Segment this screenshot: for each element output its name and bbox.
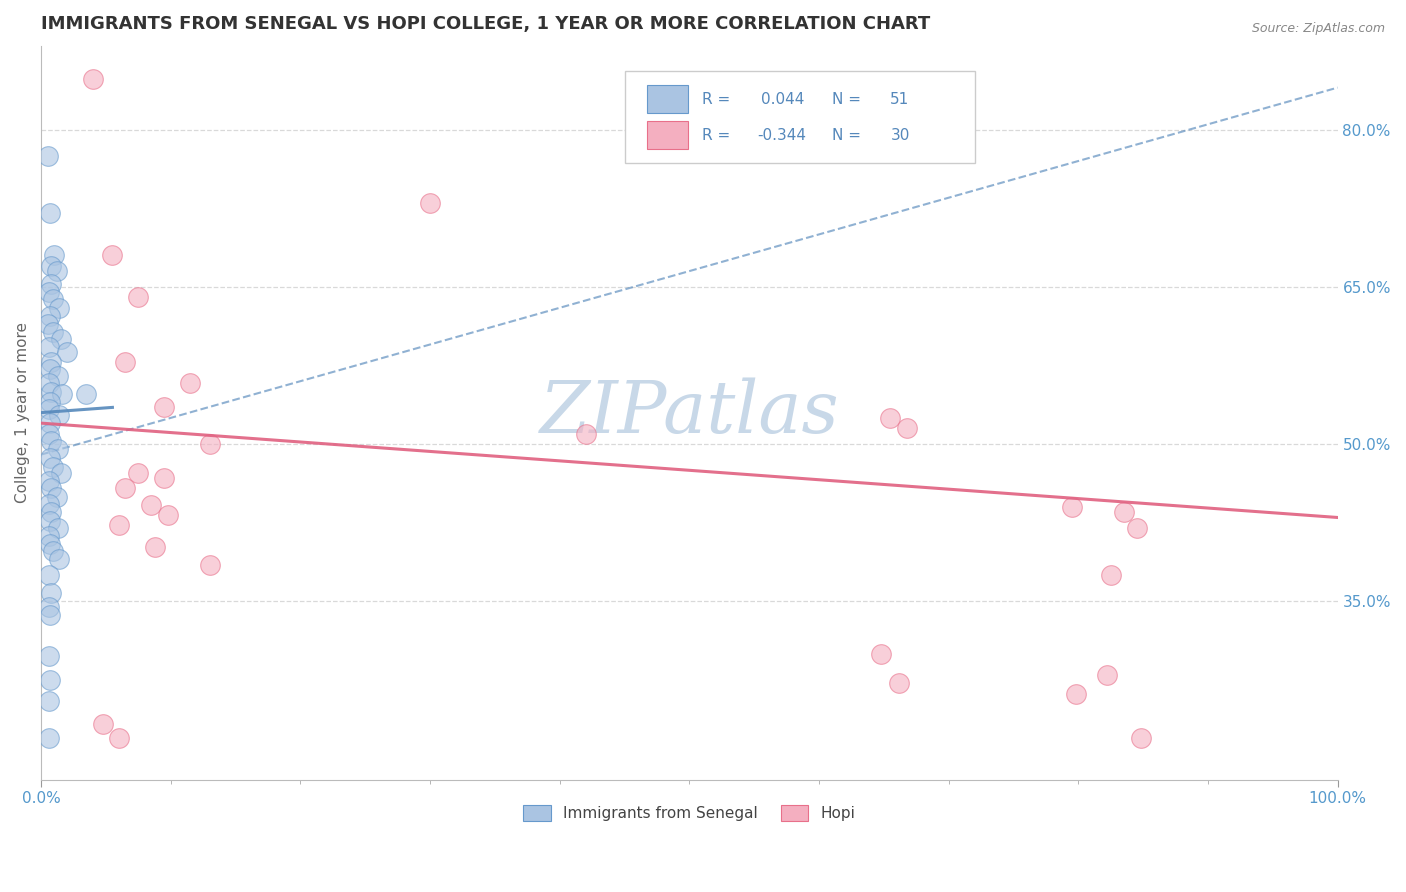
Point bbox=[1060, 500, 1083, 514]
Point bbox=[41, 259, 63, 273]
Point bbox=[879, 410, 901, 425]
Point bbox=[41, 434, 63, 448]
Point bbox=[108, 517, 131, 532]
Text: -0.344: -0.344 bbox=[756, 128, 806, 143]
Text: 0.044: 0.044 bbox=[761, 92, 804, 107]
Point bbox=[141, 498, 163, 512]
Text: Source: ZipAtlas.com: Source: ZipAtlas.com bbox=[1251, 22, 1385, 36]
Point bbox=[48, 301, 70, 315]
Point bbox=[157, 508, 180, 523]
Text: R =: R = bbox=[703, 92, 735, 107]
Point bbox=[889, 676, 911, 690]
Point bbox=[38, 731, 60, 745]
Point bbox=[143, 540, 166, 554]
Text: N =: N = bbox=[832, 92, 866, 107]
Point bbox=[37, 149, 59, 163]
Point bbox=[101, 248, 124, 262]
Point bbox=[38, 694, 60, 708]
Point bbox=[575, 426, 598, 441]
Text: N =: N = bbox=[832, 128, 866, 143]
Point bbox=[42, 248, 65, 262]
Point bbox=[153, 470, 176, 484]
FancyBboxPatch shape bbox=[647, 86, 688, 113]
Point bbox=[46, 521, 69, 535]
Text: ZIPatlas: ZIPatlas bbox=[540, 377, 839, 448]
Point bbox=[38, 529, 60, 543]
Point bbox=[45, 490, 67, 504]
Point bbox=[42, 460, 65, 475]
Point bbox=[108, 731, 131, 745]
Point bbox=[38, 599, 60, 614]
Point bbox=[76, 386, 98, 401]
Point bbox=[1112, 505, 1135, 519]
Point bbox=[48, 408, 70, 422]
Point bbox=[1064, 687, 1087, 701]
Y-axis label: College, 1 year or more: College, 1 year or more bbox=[15, 322, 30, 503]
Point bbox=[41, 384, 63, 399]
Point bbox=[49, 467, 72, 481]
Point bbox=[46, 442, 69, 457]
Point bbox=[42, 544, 65, 558]
Text: 51: 51 bbox=[890, 92, 910, 107]
Point bbox=[38, 474, 60, 488]
Point bbox=[82, 72, 104, 87]
Point bbox=[38, 648, 60, 663]
Point bbox=[48, 552, 70, 566]
FancyBboxPatch shape bbox=[647, 121, 688, 149]
Point bbox=[46, 368, 69, 383]
Point bbox=[38, 340, 60, 354]
Point bbox=[38, 568, 60, 582]
Point bbox=[127, 467, 149, 481]
Text: R =: R = bbox=[703, 128, 735, 143]
Point bbox=[41, 355, 63, 369]
Point bbox=[198, 558, 221, 572]
Point bbox=[39, 673, 62, 687]
Point bbox=[153, 401, 176, 415]
Point bbox=[41, 277, 63, 291]
Point bbox=[39, 416, 62, 430]
FancyBboxPatch shape bbox=[624, 71, 974, 163]
Point bbox=[39, 395, 62, 409]
Point bbox=[1125, 521, 1147, 535]
Point bbox=[1095, 667, 1118, 681]
Point bbox=[38, 426, 60, 441]
Point bbox=[38, 376, 60, 391]
Point bbox=[114, 481, 136, 495]
Point bbox=[41, 586, 63, 600]
Point bbox=[114, 355, 136, 369]
Point bbox=[39, 309, 62, 323]
Point bbox=[38, 402, 60, 417]
Point bbox=[49, 332, 72, 346]
Point bbox=[39, 206, 62, 220]
Point bbox=[419, 196, 441, 211]
Point bbox=[38, 285, 60, 299]
Point bbox=[37, 317, 59, 331]
Point bbox=[39, 514, 62, 528]
Point bbox=[1129, 731, 1152, 745]
Point bbox=[39, 450, 62, 465]
Point bbox=[38, 497, 60, 511]
Text: 30: 30 bbox=[890, 128, 910, 143]
Point bbox=[39, 537, 62, 551]
Point bbox=[56, 344, 79, 359]
Point bbox=[870, 647, 893, 661]
Point bbox=[198, 437, 221, 451]
Point bbox=[42, 293, 65, 307]
Text: IMMIGRANTS FROM SENEGAL VS HOPI COLLEGE, 1 YEAR OR MORE CORRELATION CHART: IMMIGRANTS FROM SENEGAL VS HOPI COLLEGE,… bbox=[41, 15, 931, 33]
Point bbox=[41, 481, 63, 495]
Point bbox=[39, 361, 62, 376]
Point bbox=[39, 607, 62, 622]
Point bbox=[93, 717, 115, 731]
Point bbox=[179, 376, 201, 391]
Point bbox=[41, 505, 63, 519]
Legend: Immigrants from Senegal, Hopi: Immigrants from Senegal, Hopi bbox=[517, 799, 862, 827]
Point bbox=[1099, 568, 1122, 582]
Point bbox=[45, 264, 67, 278]
Point bbox=[42, 325, 65, 339]
Point bbox=[127, 290, 149, 304]
Point bbox=[51, 386, 73, 401]
Point bbox=[896, 421, 918, 435]
